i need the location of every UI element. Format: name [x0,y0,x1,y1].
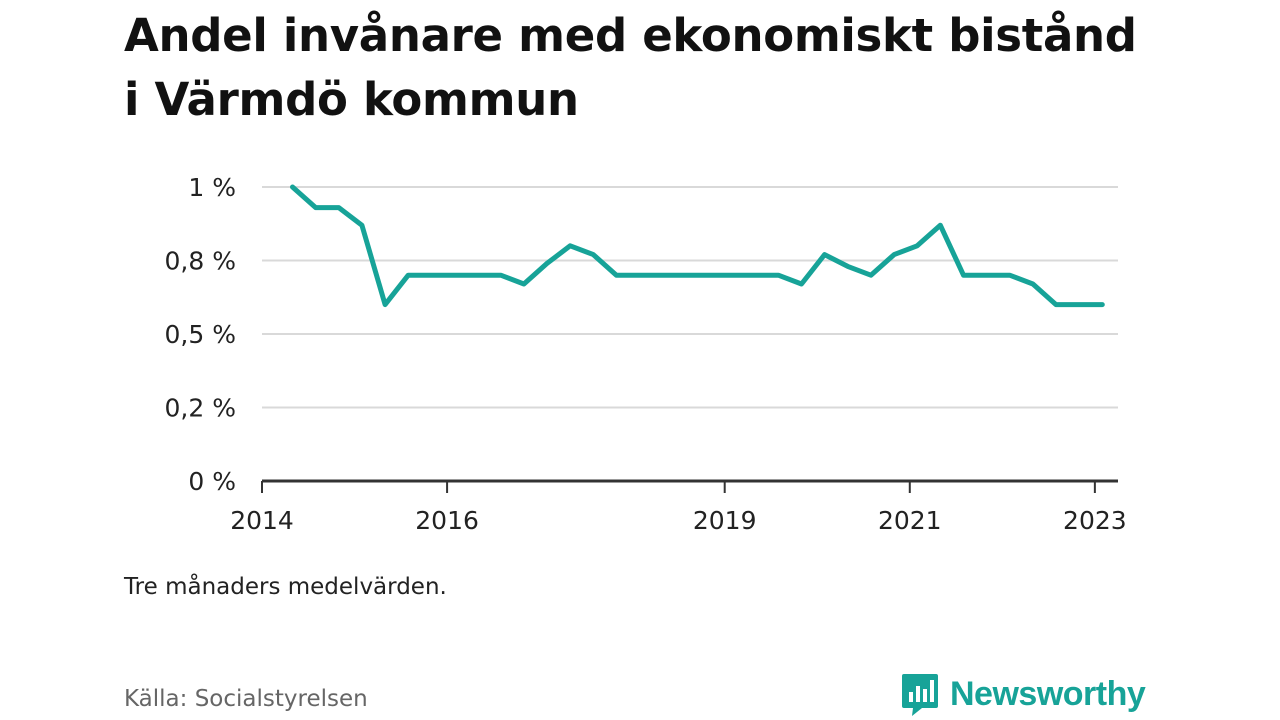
newsworthy-logo-icon [902,674,938,716]
y-tick-label: 0 % [188,467,236,496]
y-tick-label: 0,5 % [165,320,236,349]
x-tick-label: 2016 [415,506,479,535]
series-line [290,184,1105,308]
x-tick-label: 2021 [878,506,942,535]
logo-text: Newsworthy [950,674,1146,713]
source-label: Källa: Socialstyrelsen [124,686,368,712]
gridlines [262,186,1118,409]
x-tick-label: 2014 [230,506,294,535]
x-tick-label: 2019 [693,506,757,535]
newsworthy-logo: Newsworthy [900,668,1146,720]
chart-note: Tre månaders medelvärden. [124,574,447,600]
series [290,184,1105,308]
y-tick-label: 1 % [188,173,236,202]
y-tick-label: 0,8 % [165,247,236,276]
axes: 0 % 0,2 % 0,5 % 0,8 % 1 % 2014 2016 2019 2021 202… [165,173,1127,535]
chart-title: Andel invånare med ekonomiskt bistånd i … [124,9,1137,126]
y-tick-label: 0,2 % [165,394,236,423]
x-tick-label: 2023 [1063,506,1127,535]
